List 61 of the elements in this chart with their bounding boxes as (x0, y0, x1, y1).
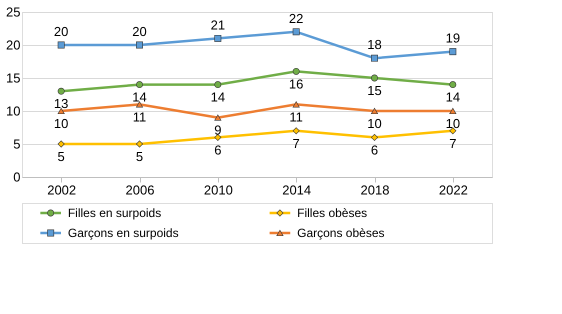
point (371, 74, 378, 82)
legend-label: Garçons obèses (297, 226, 385, 240)
point (58, 42, 65, 48)
legend-label: Garçons en surpoids (68, 226, 179, 240)
data-label: 20 (132, 24, 147, 39)
data-label: 9 (214, 122, 222, 138)
y-tick-label: 25 (6, 4, 20, 20)
data-label: 6 (370, 142, 378, 158)
data-label: 7 (292, 136, 300, 151)
point (58, 140, 65, 148)
point (449, 48, 456, 56)
point (292, 101, 300, 108)
data-label: 15 (367, 83, 382, 98)
x-tick-label: 2006 (126, 182, 154, 198)
y-tick-label: 5 (13, 136, 20, 152)
point (214, 114, 222, 121)
x-tick-label: 2002 (47, 182, 76, 198)
data-label: 14 (132, 90, 147, 105)
y-tick-label: 10 (6, 104, 20, 118)
data-label: 11 (132, 109, 146, 124)
point (449, 108, 456, 114)
legend-label: Filles en surpoids (68, 206, 162, 220)
point (136, 42, 143, 48)
y-tick-label: 20 (6, 38, 20, 52)
point (371, 134, 378, 141)
x-tick-label: 2018 (360, 182, 390, 198)
y-tick-label: 0 (13, 170, 20, 184)
x-tick-label: 2022 (438, 182, 468, 198)
y-tick-label: 15 (6, 70, 20, 86)
data-label: 10 (54, 116, 68, 131)
x-tick-label: 2010 (204, 182, 233, 198)
data-label: 5 (58, 149, 65, 164)
data-label: 6 (214, 142, 222, 158)
data-label: 7 (449, 136, 456, 151)
point (136, 101, 143, 108)
point (58, 88, 65, 95)
data-label: 5 (136, 149, 144, 164)
point (292, 68, 300, 75)
data-label: 18 (367, 37, 382, 52)
data-label: 21 (210, 17, 226, 32)
legend-label: Filles obèses (297, 206, 368, 220)
data-label: 14 (210, 90, 226, 105)
point (292, 127, 300, 134)
point (214, 34, 222, 42)
point (292, 28, 300, 36)
point (449, 81, 456, 88)
data-label: 10 (446, 116, 460, 131)
point (136, 81, 143, 88)
point (136, 140, 143, 148)
data-label: 20 (54, 24, 68, 39)
point (371, 54, 378, 62)
data-label: 19 (446, 30, 460, 46)
data-label: 10 (367, 116, 382, 131)
data-label: 13 (54, 96, 68, 112)
data-label: 16 (288, 76, 304, 92)
data-label: 22 (288, 10, 304, 26)
point (371, 108, 378, 114)
data-label: 11 (289, 109, 303, 124)
data-label: 14 (446, 90, 460, 105)
point (214, 81, 222, 88)
x-tick-label: 2014 (282, 182, 312, 198)
